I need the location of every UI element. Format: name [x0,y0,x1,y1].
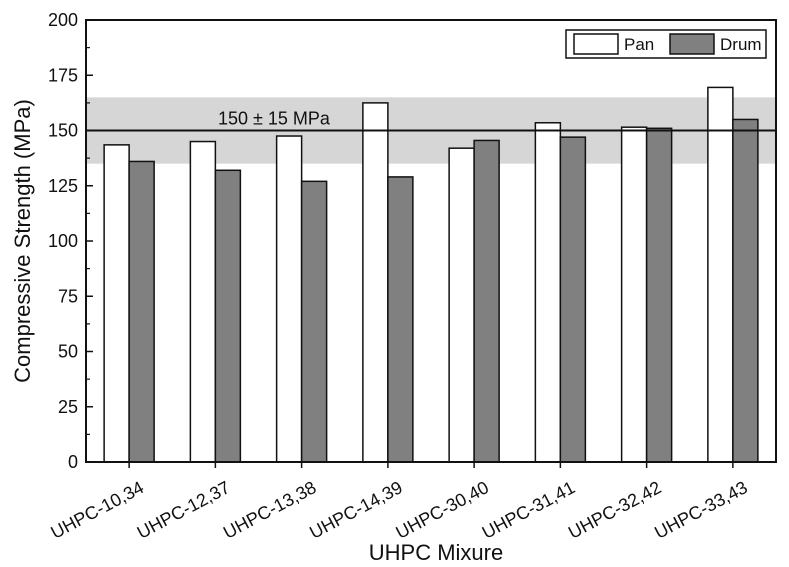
bar-pan-7 [707,86,734,463]
legend-label-drum: Drum [720,35,762,54]
y-tick-label: 100 [48,231,78,251]
y-axis-title: Compressive Strength (MPa) [10,99,35,383]
plot-frame [85,19,777,463]
bars-layer [103,86,759,463]
bar-pan-6 [620,126,648,463]
x-tick-label: UHPC-32,42 [565,477,664,543]
bar-drum-5 [559,136,587,463]
x-tick-label: UHPC-13,38 [220,477,319,543]
y-tick-label: 125 [48,176,78,196]
bar-pan-5 [534,122,562,463]
bar-drum-3 [387,176,414,463]
y-tick-label: 150 [48,121,78,141]
bar-drum-0 [128,160,155,463]
bar-pan-4 [448,147,475,463]
y-tick-label: 25 [58,397,78,417]
bar-pan-3 [362,102,389,463]
x-tick-label: UHPC-31,41 [479,477,578,543]
y-tick-label: 75 [58,286,78,306]
x-tick-label: UHPC-14,39 [306,477,405,543]
x-axis-title: UHPC Mixure [369,540,503,565]
x-tick-label: UHPC-33,43 [651,477,750,543]
y-tick-label: 200 [48,10,78,30]
x-tick-label: UHPC-12,37 [134,477,233,543]
y-tick-label: 0 [68,452,78,472]
legend: Pan Drum [565,29,767,59]
y-tick-label: 175 [48,65,78,85]
legend-label-pan: Pan [624,35,654,54]
legend-swatch-drum [669,33,715,55]
bar-drum-7 [732,118,759,463]
x-tick-label: UHPC-30,40 [393,477,492,543]
reference-label: 150 ± 15 MPa [218,109,331,129]
bar-pan-1 [189,140,217,463]
bar-pan-0 [103,144,130,463]
y-tick-label: 50 [58,342,78,362]
bar-drum-4 [473,139,500,463]
bar-drum-1 [214,169,242,463]
x-tick-label: UHPC-10,34 [48,477,147,543]
bar-drum-2 [300,180,328,463]
bar-drum-6 [645,127,673,463]
bar-pan-2 [275,135,303,463]
reference-line-layer: 150 ± 15 MPa [86,109,776,132]
legend-swatch-pan [573,33,619,55]
